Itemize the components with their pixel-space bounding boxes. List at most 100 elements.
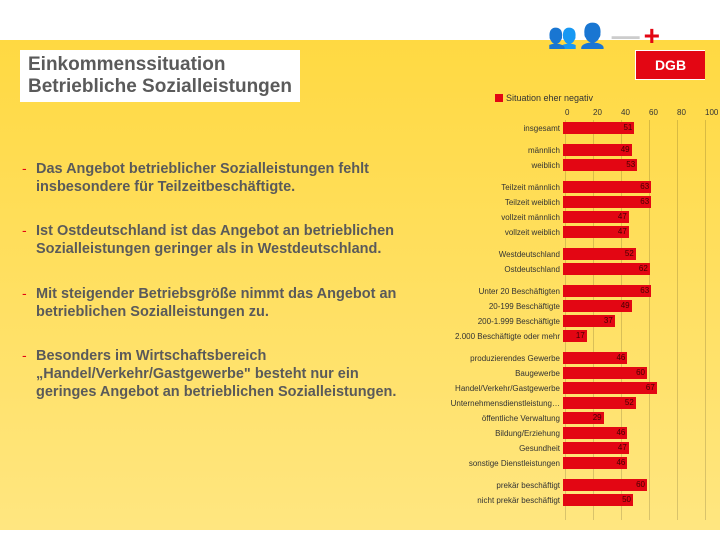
bar-row: Handel/Verkehr/Gastgewerbe 67 (440, 381, 705, 395)
legend-swatch (495, 94, 503, 102)
bullet-text: Besonders im Wirtschaftsbereich „Handel/… (36, 347, 402, 401)
bar-group: Teilzeit männlich63Teilzeit weiblich63vo… (440, 180, 705, 239)
bar-value: 37 (604, 315, 613, 327)
bar-track: 63 (563, 181, 703, 193)
bar-fill: 49 (563, 300, 632, 312)
title-line1: Einkommenssituation (28, 54, 292, 76)
bar-track: 60 (563, 479, 703, 491)
bar-label: insgesamt (440, 124, 563, 133)
bar-label: Teilzeit weiblich (440, 198, 563, 207)
bar-label: sonstige Dienstleistungen (440, 459, 563, 468)
bar-track: 46 (563, 457, 703, 469)
bullet-text: Das Angebot betrieblicher Sozialleistung… (36, 160, 402, 196)
bar-fill: 46 (563, 457, 627, 469)
bar-track: 53 (563, 159, 703, 171)
bar-track: 62 (563, 263, 703, 275)
bar-track: 52 (563, 248, 703, 260)
bar-fill: 46 (563, 352, 627, 364)
bar-row: Teilzeit weiblich 63 (440, 195, 705, 209)
bar-track: 67 (563, 382, 703, 394)
bar-label: Westdeutschland (440, 250, 563, 259)
legend-label: Situation eher negativ (506, 93, 593, 103)
bar-row: Teilzeit männlich63 (440, 180, 705, 194)
bar-track: 47 (563, 442, 703, 454)
bar-group: prekär beschäftigt 60 nicht prekär beschäf… (440, 478, 705, 507)
bar-track: 17 (563, 330, 703, 342)
bar-label: Ostdeutschland (440, 265, 563, 274)
bullet-item: -Das Angebot betrieblicher Sozialleistun… (22, 160, 402, 196)
bar-track: 37 (563, 315, 703, 327)
bar-label: produzierendes Gewerbe (440, 354, 563, 363)
bar-group: Westdeutschland52Ostdeutschland62 (440, 247, 705, 276)
bar-label: 2.000 Beschäftigte oder mehr (440, 332, 563, 341)
bar-fill: 63 (563, 196, 651, 208)
bar-value: 49 (621, 144, 630, 156)
bar-label: Bildung/Erziehung (440, 429, 563, 438)
bar-value: 46 (616, 457, 625, 469)
bullet-item: -Besonders im Wirtschaftsbereich „Handel… (22, 347, 402, 401)
bar-fill: 50 (563, 494, 633, 506)
bullet-item: -Ist Ostdeutschland ist das Angebot an b… (22, 222, 402, 258)
bar-label: Gesundheit (440, 444, 563, 453)
bar-fill: 37 (563, 315, 615, 327)
bar-label: nicht prekär beschäftigt (440, 496, 563, 505)
bar-track: 63 (563, 196, 703, 208)
bar-row: vollzeit weiblich47 (440, 225, 705, 239)
bar-value: 60 (636, 479, 645, 491)
bar-value: 52 (625, 397, 634, 409)
bar-fill: 46 (563, 427, 627, 439)
bar-label: 20-199 Beschäftigte (440, 302, 563, 311)
plus-icon: + (644, 20, 660, 52)
bullet-text: Ist Ostdeutschland ist das Angebot an be… (36, 222, 402, 258)
people-icon: 👥👤 (548, 22, 608, 51)
bar-row: Ostdeutschland 62 (440, 262, 705, 276)
bars-container: insgesamt51 männlich49weiblich53 Teilzeit … (440, 121, 705, 515)
bullet-item: -Mit steigender Betriebsgröße nimmt das … (22, 285, 402, 321)
bar-value: 17 (576, 330, 585, 342)
bar-track: 47 (563, 226, 703, 238)
bar-chart: Situation eher negativ 020406080100 insg… (440, 93, 710, 513)
bar-fill: 62 (563, 263, 650, 275)
bar-track: 50 (563, 494, 703, 506)
bar-label: prekär beschäftigt (440, 481, 563, 490)
bar-row: prekär beschäftigt 60 (440, 478, 705, 492)
bullet-marker: - (22, 222, 36, 258)
minus-icon: — (612, 20, 640, 52)
bar-row: insgesamt51 (440, 121, 705, 135)
bar-track: 49 (563, 300, 703, 312)
bar-value: 62 (639, 263, 648, 275)
bar-row: Westdeutschland52 (440, 247, 705, 261)
bullet-text: Mit steigender Betriebsgröße nimmt das A… (36, 285, 402, 321)
bar-track: 49 (563, 144, 703, 156)
bar-group: männlich49weiblich53 (440, 143, 705, 172)
bar-label: Baugewerbe (440, 369, 563, 378)
bar-track: 46 (563, 427, 703, 439)
bar-fill: 52 (563, 397, 636, 409)
bar-label: Handel/Verkehr/Gastgewerbe (440, 384, 563, 393)
title-line2: Betriebliche Sozialleistungen (28, 76, 292, 98)
bar-fill: 29 (563, 412, 604, 424)
bar-row: sonstige Dienstleistungen 46 (440, 456, 705, 470)
bar-track: 52 (563, 397, 703, 409)
bullet-marker: - (22, 285, 36, 321)
bar-label: vollzeit weiblich (440, 228, 563, 237)
bar-row: männlich49 (440, 143, 705, 157)
bar-fill: 51 (563, 122, 634, 134)
grid-line (705, 120, 706, 520)
bar-track: 47 (563, 211, 703, 223)
bar-label: vollzeit männlich (440, 213, 563, 222)
bar-value: 63 (640, 196, 649, 208)
bar-track: 51 (563, 122, 703, 134)
bar-group: Unter 20 Beschäftigten6320-199 Beschäfti… (440, 284, 705, 343)
bar-value: 47 (618, 211, 627, 223)
bar-fill: 49 (563, 144, 632, 156)
bar-row: Baugewerbe60 (440, 366, 705, 380)
bar-label: öffentliche Verwaltung (440, 414, 563, 423)
dgb-logo: DGB (635, 50, 705, 80)
bar-value: 67 (646, 382, 655, 394)
bar-row: produzierendes Gewerbe46 (440, 351, 705, 365)
title-block: Einkommenssituation Betriebliche Soziall… (20, 50, 300, 102)
bar-row: 200-1.999 Beschäftigte37 (440, 314, 705, 328)
bar-value: 53 (626, 159, 635, 171)
chart-legend: Situation eher negativ (495, 93, 593, 103)
